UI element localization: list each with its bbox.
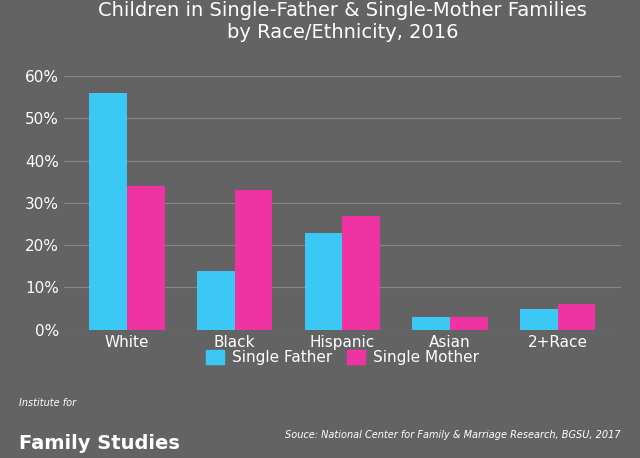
- Bar: [235, 190, 273, 330]
- Legend: Single Father, Single Mother: Single Father, Single Mother: [200, 344, 485, 371]
- Text: Institute for: Institute for: [19, 398, 76, 408]
- Bar: [197, 271, 235, 330]
- Text: Family Studies: Family Studies: [19, 435, 180, 453]
- Bar: [90, 93, 127, 330]
- Title: Children in Single-Father & Single-Mother Families
by Race/Ethnicity, 2016: Children in Single-Father & Single-Mothe…: [98, 1, 587, 42]
- Bar: [412, 317, 450, 330]
- Text: Souce: National Center for Family & Marriage Research, BGSU, 2017: Souce: National Center for Family & Marr…: [285, 430, 621, 440]
- Bar: [558, 305, 595, 330]
- Bar: [520, 309, 558, 330]
- Bar: [342, 216, 380, 330]
- Bar: [305, 233, 342, 330]
- Bar: [450, 317, 488, 330]
- Bar: [127, 186, 164, 330]
